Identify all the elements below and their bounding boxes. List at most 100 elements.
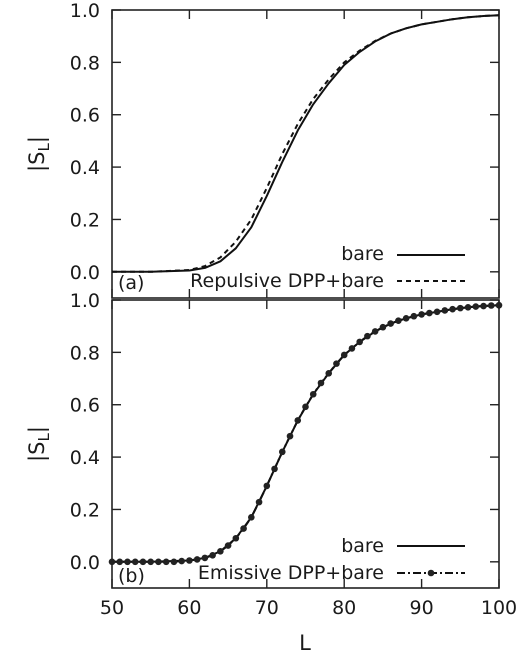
point-b-1-0 (108, 558, 116, 566)
point-b-1-49 (487, 302, 495, 309)
y-tick-label-a-1: 0.2 (70, 209, 100, 231)
point-b-1-11 (193, 556, 201, 563)
legend-a: (a) bare Repulsive DPP+bare (118, 243, 465, 294)
point-b-1-37 (395, 317, 402, 324)
y-tick-label-a-0: 0.0 (70, 262, 100, 284)
x-tick-label-0: 50 (100, 597, 124, 619)
point-b-1-21 (271, 465, 278, 473)
x-tick-label-1: 60 (177, 597, 201, 619)
point-b-1-25 (302, 403, 309, 411)
series-a-0 (112, 14, 500, 273)
point-b-1-16 (232, 534, 240, 542)
point-b-1-50 (495, 301, 503, 309)
y-axis-title-end-a: | (25, 136, 50, 143)
point-b-1-47 (472, 303, 480, 310)
series-b-0 (112, 304, 500, 563)
point-b-1-24 (294, 417, 302, 424)
y-axis-title-end-b: | (25, 426, 50, 433)
legend-marker-dpp-b (427, 569, 435, 577)
y-axis-title-sub-a: L (35, 143, 53, 152)
y-tick-label-a-5: 1.0 (70, 0, 100, 22)
point-b-1-13 (209, 551, 216, 559)
y-tick-label-b-2: 0.4 (70, 447, 100, 469)
x-axis-title: L (299, 631, 311, 655)
y-tick-labels-b: 0.0 0.2 0.4 0.6 0.8 1.0 (70, 290, 100, 574)
x-tick-label-3: 80 (332, 597, 356, 619)
point-b-1-8 (170, 558, 178, 566)
point-b-1-35 (379, 323, 387, 331)
point-b-1-17 (240, 525, 247, 532)
ticks-b (111, 299, 500, 588)
x-tick-labels: 50 60 70 80 90 100 (100, 597, 516, 619)
point-b-1-48 (480, 302, 487, 310)
point-b-1-20 (263, 482, 271, 490)
point-b-1-36 (387, 320, 394, 327)
point-b-1-4 (139, 558, 147, 566)
point-b-1-30 (340, 351, 348, 359)
point-b-1-28 (325, 370, 333, 377)
point-b-1-34 (371, 328, 379, 335)
series-a-1 (112, 14, 500, 273)
point-b-1-38 (402, 315, 410, 322)
point-b-1-40 (418, 311, 425, 318)
point-b-1-33 (364, 332, 371, 340)
point-b-1-15 (224, 542, 232, 549)
point-b-1-14 (217, 548, 224, 555)
point-b-1-45 (457, 304, 464, 312)
point-b-1-46 (464, 304, 472, 311)
point-b-1-29 (333, 360, 340, 367)
point-b-1-6 (155, 558, 162, 566)
y-tick-label-b-0: 0.0 (70, 552, 100, 574)
point-b-1-44 (449, 305, 456, 313)
y-tick-label-a-2: 0.4 (70, 157, 100, 179)
point-b-1-26 (309, 390, 317, 398)
point-b-1-23 (286, 432, 294, 440)
legend-label-bare-b: bare (341, 535, 384, 557)
point-b-1-10 (186, 557, 193, 564)
point-b-1-22 (278, 448, 286, 456)
point-b-1-43 (441, 307, 449, 314)
ticks-a (111, 9, 500, 298)
point-b-1-42 (433, 308, 441, 316)
point-b-1-31 (348, 345, 356, 352)
point-b-1-41 (426, 309, 433, 317)
panel-label-b: (b) (118, 565, 145, 587)
y-tick-labels-a: 0.0 0.2 0.4 0.6 0.8 1.0 (70, 0, 100, 284)
y-tick-label-a-4: 0.8 (70, 52, 100, 74)
point-b-1-39 (410, 312, 418, 320)
x-tick-label-4: 90 (410, 597, 434, 619)
x-tick-label-2: 70 (255, 597, 279, 619)
x-tick-label-5: 100 (481, 597, 516, 619)
series-layer-a (112, 14, 500, 273)
point-b-1-18 (248, 514, 255, 521)
legend-b: (b) bare Emissive DPP+bare (118, 535, 465, 587)
y-tick-label-b-1: 0.2 (70, 499, 100, 521)
y-tick-label-b-5: 1.0 (70, 290, 100, 312)
point-b-1-1 (116, 558, 124, 566)
y-tick-label-a-3: 0.6 (70, 105, 100, 127)
y-axis-title-b: |SL| (25, 426, 53, 462)
point-b-1-19 (255, 498, 263, 506)
series-b-1 (112, 304, 500, 563)
point-b-1-5 (147, 558, 154, 566)
plot-frame-b (111, 299, 500, 589)
panel-a: 0.0 0.2 0.4 0.6 0.8 1.0 |SL| (a) bare Repulsi… (25, 0, 500, 299)
y-tick-label-b-4: 0.8 (70, 342, 100, 364)
point-b-1-32 (356, 338, 363, 346)
point-b-1-9 (178, 557, 185, 565)
plot-frame-a (111, 9, 500, 299)
panel-b: 0.00.20.40.60.81.0 50 60 70 80 90 100 |SL| L … (25, 290, 516, 655)
point-b-1-7 (162, 558, 170, 566)
legend-label-dpp-b: Emissive DPP+bare (198, 562, 384, 584)
legend-label-dpp-a: Repulsive DPP+bare (190, 270, 384, 292)
series-layer-b (108, 301, 503, 566)
point-b-1-27 (317, 379, 325, 387)
y-axis-title-sub-b: L (35, 433, 53, 442)
y-axis-title-a: |SL| (25, 136, 53, 172)
point-b-1-12 (201, 554, 209, 562)
panel-label-a: (a) (118, 272, 144, 294)
y-tick-label-b-3: 0.6 (70, 395, 100, 417)
point-b-1-3 (131, 558, 139, 566)
legend-label-bare-a: bare (341, 243, 384, 265)
